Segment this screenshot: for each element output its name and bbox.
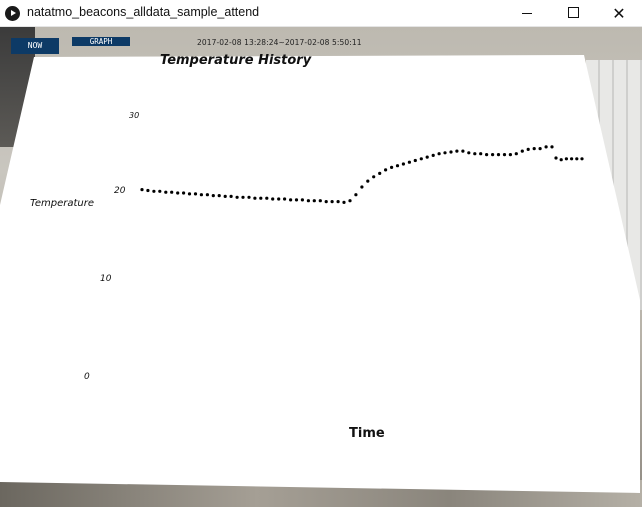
data-point xyxy=(554,156,558,160)
data-point xyxy=(330,200,334,204)
data-point xyxy=(419,157,423,161)
data-point xyxy=(532,147,536,151)
data-point xyxy=(526,147,530,151)
data-point xyxy=(217,194,221,198)
data-point xyxy=(580,157,584,161)
data-point xyxy=(176,191,180,195)
data-point xyxy=(336,200,340,204)
data-point xyxy=(265,196,269,200)
data-point xyxy=(152,189,156,193)
data-point xyxy=(283,197,287,201)
data-point xyxy=(259,196,263,200)
data-point xyxy=(502,153,507,157)
data-point xyxy=(211,194,215,198)
data-point xyxy=(158,189,162,193)
data-point xyxy=(199,193,203,197)
data-point xyxy=(140,188,144,192)
y-tick-label: 30 xyxy=(129,111,139,120)
data-point xyxy=(229,194,233,198)
date-range-label: 2017-02-08 13:28:24~2017-02-08 5:50:11 xyxy=(197,38,362,47)
data-point xyxy=(559,158,563,162)
maximize-icon xyxy=(567,6,579,18)
data-point xyxy=(164,190,168,194)
data-point xyxy=(247,195,251,199)
data-point xyxy=(306,199,310,203)
y-tick-label: 0 xyxy=(84,372,90,382)
data-point xyxy=(544,145,548,149)
data-point xyxy=(514,152,518,156)
data-point xyxy=(508,153,512,157)
now-button[interactable]: NOW xyxy=(11,38,59,54)
data-point xyxy=(496,153,501,157)
data-point xyxy=(395,164,400,168)
data-point xyxy=(461,149,465,153)
data-point xyxy=(342,200,346,204)
data-point xyxy=(479,152,483,156)
data-point xyxy=(491,153,495,157)
data-point xyxy=(289,198,293,202)
data-point xyxy=(318,199,322,203)
data-point xyxy=(146,188,150,193)
window-titlebar[interactable]: natatmo_beacons_alldata_sample_attend ✕ xyxy=(0,0,642,27)
data-point xyxy=(354,193,358,197)
data-point xyxy=(182,191,186,195)
data-point xyxy=(431,153,435,157)
x-axis-label: Time xyxy=(349,426,385,441)
y-tick-label: 10 xyxy=(100,274,112,284)
data-point xyxy=(312,199,316,203)
data-point xyxy=(538,147,542,151)
data-point xyxy=(348,199,352,203)
data-point xyxy=(443,151,447,155)
data-point xyxy=(384,168,388,172)
minimize-icon xyxy=(522,12,532,14)
data-point xyxy=(575,157,579,161)
data-point xyxy=(187,192,192,196)
window-title: natatmo_beacons_alldata_sample_attend xyxy=(27,5,260,19)
data-point xyxy=(473,152,477,156)
data-point xyxy=(223,194,227,198)
data-point xyxy=(324,200,328,204)
data-point xyxy=(455,149,459,153)
data-point xyxy=(564,157,569,161)
data-point xyxy=(372,175,376,179)
y-tick-label: 20 xyxy=(114,186,126,196)
y-axis-label: Temperature xyxy=(30,198,95,209)
chart-title: Temperature History xyxy=(160,53,312,68)
data-point xyxy=(235,195,239,199)
data-point xyxy=(170,190,174,194)
data-point xyxy=(449,150,453,154)
data-point xyxy=(550,145,554,149)
close-icon: ✕ xyxy=(612,4,626,23)
close-button[interactable]: ✕ xyxy=(596,0,642,27)
data-point xyxy=(271,197,275,201)
data-point xyxy=(485,153,489,157)
data-point xyxy=(467,151,471,155)
data-point xyxy=(401,162,405,166)
data-point xyxy=(425,155,429,159)
data-point xyxy=(520,149,524,153)
data-point xyxy=(437,152,441,156)
data-point xyxy=(413,158,417,163)
data-point xyxy=(294,198,299,202)
data-point xyxy=(407,160,411,164)
data-point xyxy=(241,195,245,199)
graph-button[interactable]: GRAPH xyxy=(72,37,130,46)
data-point xyxy=(277,197,281,201)
data-point xyxy=(366,179,370,183)
data-point xyxy=(570,157,574,161)
data-point xyxy=(205,193,209,197)
data-point xyxy=(300,198,304,202)
data-point xyxy=(253,196,257,200)
processing-app-icon xyxy=(5,6,20,21)
data-point xyxy=(360,185,364,189)
data-point xyxy=(193,192,198,196)
maximize-button[interactable] xyxy=(550,0,596,27)
data-point xyxy=(390,165,394,169)
minimize-button[interactable] xyxy=(504,0,550,27)
data-point xyxy=(378,171,382,175)
